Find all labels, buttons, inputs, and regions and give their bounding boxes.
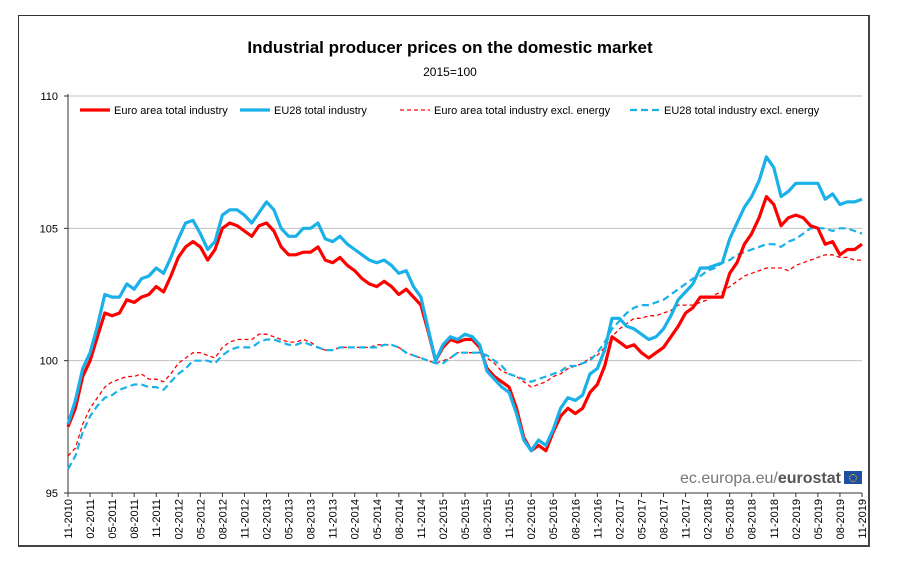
x-tick-label: 08-2019 xyxy=(835,499,847,539)
chart-frame xyxy=(18,15,870,547)
x-tick-label: 02-2016 xyxy=(526,499,538,539)
y-tick-label: 110 xyxy=(40,91,58,103)
y-tick-label: 105 xyxy=(40,223,58,235)
x-tick-label: 02-2015 xyxy=(438,499,450,539)
series-line-1 xyxy=(66,155,863,453)
legend-label: Euro area total industry excl. energy xyxy=(434,105,611,117)
legend-label: EU28 total industry xyxy=(274,105,367,117)
eu-flag-icon xyxy=(843,471,862,484)
x-tick-label: 08-2015 xyxy=(482,499,494,539)
series-line-0 xyxy=(66,195,863,453)
x-tick-label: 02-2012 xyxy=(173,499,185,539)
series-line-2 xyxy=(67,254,862,457)
x-tick-label: 08-2016 xyxy=(570,499,582,539)
y-tick-label: 100 xyxy=(40,356,58,368)
x-tick-label: 08-2013 xyxy=(306,499,318,539)
legend-label: EU28 total industry excl. energy xyxy=(664,105,820,117)
chart-subtitle: 2015=100 xyxy=(423,65,477,79)
x-tick-label: 11-2010 xyxy=(63,499,75,539)
x-tick-label: 05-2011 xyxy=(107,499,119,539)
x-tick-label: 08-2011 xyxy=(129,499,141,539)
x-tick-label: 05-2017 xyxy=(636,499,648,539)
x-tick-label: 05-2016 xyxy=(548,499,560,539)
x-tick-label: 05-2018 xyxy=(725,499,737,539)
x-tick-label: 02-2018 xyxy=(703,499,715,539)
x-tick-label: 08-2018 xyxy=(747,499,759,539)
series-line-3 xyxy=(67,227,863,470)
x-tick-label: 11-2018 xyxy=(769,499,781,539)
x-tick-label: 02-2014 xyxy=(350,499,362,539)
x-tick-label: 05-2012 xyxy=(195,499,207,539)
x-tick-label: 11-2016 xyxy=(592,499,604,539)
watermark-site: ec.europa.eu/ xyxy=(680,470,778,487)
x-tick-label: 08-2017 xyxy=(659,499,671,539)
x-tick-label: 08-2012 xyxy=(217,499,229,539)
x-tick-label: 11-2017 xyxy=(681,499,693,539)
x-tick-label: 05-2015 xyxy=(460,499,472,539)
watermark-brand: eurostat xyxy=(777,470,841,487)
x-tick-label: 02-2013 xyxy=(262,499,274,539)
x-tick-label: 11-2014 xyxy=(416,499,428,539)
legend-label: Euro area total industry xyxy=(114,105,228,117)
x-tick-label: 02-2017 xyxy=(614,499,626,539)
chart-title: Industrial producer prices on the domest… xyxy=(247,38,653,57)
y-tick-label: 95 xyxy=(46,488,58,500)
x-tick-label: 02-2011 xyxy=(85,499,97,539)
x-tick-label: 02-2019 xyxy=(791,499,803,539)
x-tick-label: 08-2014 xyxy=(394,499,406,539)
x-tick-label: 11-2013 xyxy=(328,499,340,539)
x-tick-label: 05-2013 xyxy=(284,499,296,539)
x-tick-label: 05-2014 xyxy=(372,499,384,539)
x-tick-label: 11-2015 xyxy=(504,499,516,539)
x-tick-label: 11-2011 xyxy=(151,499,163,538)
eurostat-watermark: ec.europa.eu/eurostat xyxy=(680,470,862,488)
x-tick-label: 11-2019 xyxy=(857,499,869,539)
x-tick-label: 11-2012 xyxy=(239,499,251,539)
x-tick-label: 05-2019 xyxy=(813,499,825,539)
